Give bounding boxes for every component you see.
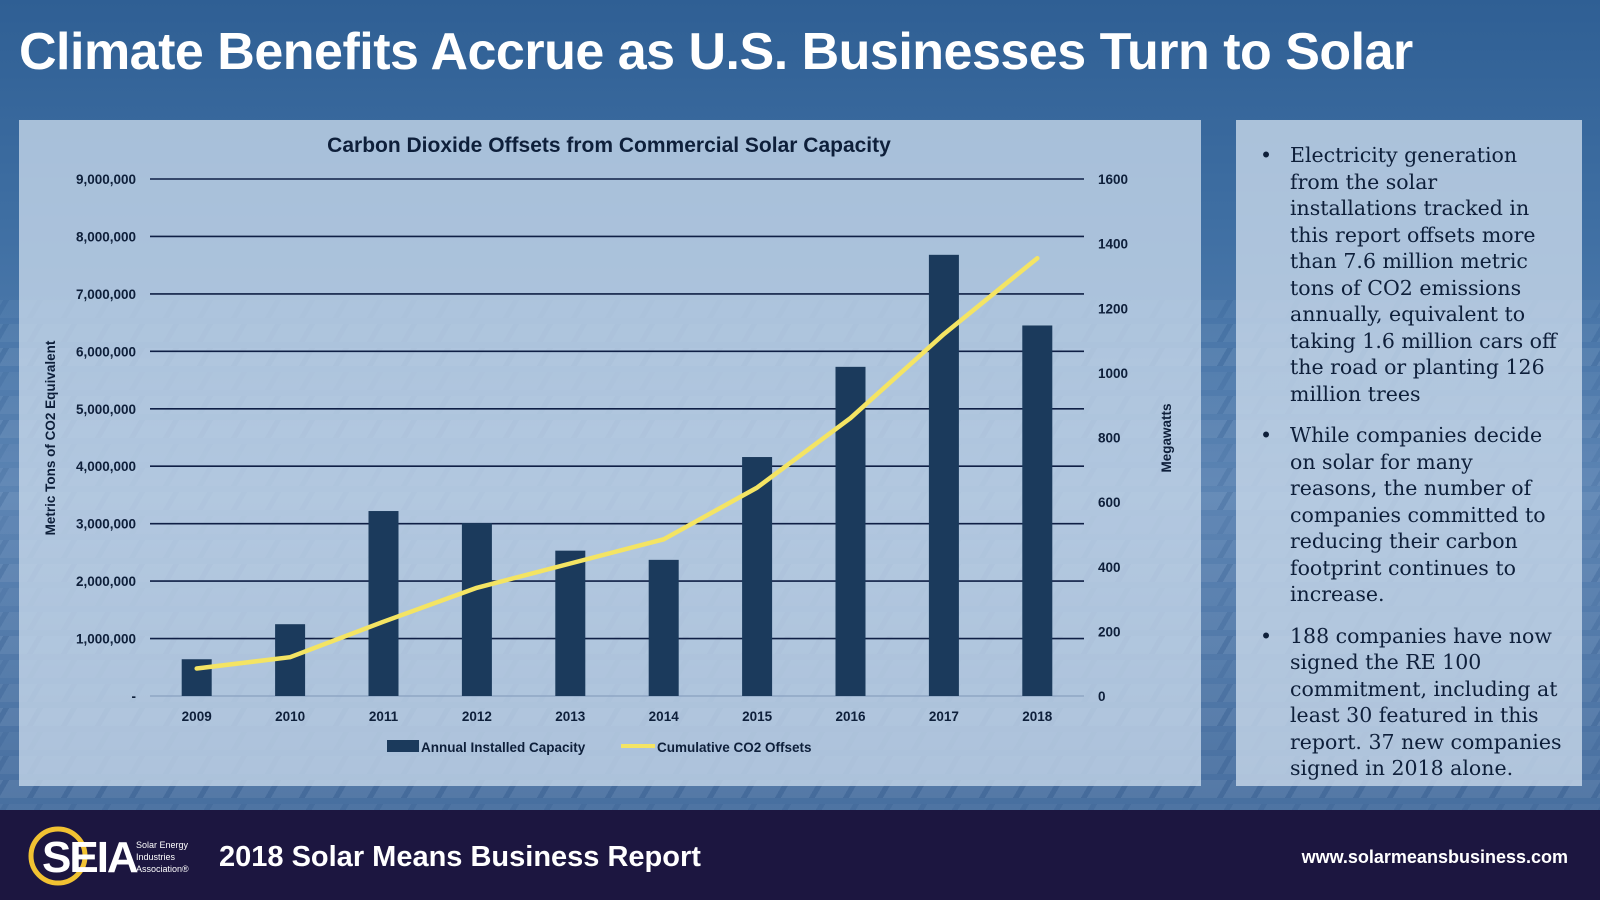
bar-2015 — [742, 457, 773, 696]
key-point-item: • 188 companies have now signed the RE 1… — [1256, 623, 1564, 782]
y-tick-label: 9,000,000 — [76, 172, 136, 187]
y2-tick-label: 1000 — [1098, 366, 1128, 381]
page-title: Climate Benefits Accrue as U.S. Business… — [19, 23, 1413, 81]
y2-tick-label: 1600 — [1098, 172, 1128, 187]
legend-bar-swatch — [387, 740, 419, 752]
bullet-marker: • — [1260, 143, 1273, 167]
bullet-marker: • — [1260, 623, 1273, 648]
key-point-item: • While companies decide on solar for ma… — [1256, 422, 1564, 608]
chart-title: Carbon Dioxide Offsets from Commercial S… — [327, 134, 891, 157]
bar-2012 — [461, 523, 492, 696]
x-tick-label: 2011 — [369, 709, 399, 724]
logo-tagline: Industries — [136, 852, 176, 862]
bar-2018 — [1022, 325, 1053, 696]
y2-axis-label: Megawatts — [1159, 403, 1174, 472]
axes: - 1,000,000 2,000,000 3,000,000 4,000,000 5,0… — [76, 172, 1128, 724]
x-tick-label: 2014 — [649, 709, 680, 724]
gridlines — [150, 178, 1084, 697]
key-points-list: • Electricity generation from the solar … — [1256, 142, 1564, 782]
logo-tagline: Association® — [136, 864, 189, 874]
bar-2009 — [181, 659, 212, 696]
y-tick-label: 3,000,000 — [76, 517, 136, 532]
key-point-item: • Electricity generation from the solar … — [1256, 142, 1564, 407]
legend-line-label: Cumulative CO2 Offsets — [657, 740, 812, 755]
bar-2016 — [835, 366, 866, 696]
legend: Annual Installed Capacity Cumulative CO2… — [387, 740, 812, 755]
key-point-text: Electricity generation from the solar in… — [1290, 143, 1557, 406]
logo-tagline: Solar Energy — [136, 840, 189, 850]
y-tick-label: 4,000,000 — [76, 459, 136, 474]
x-tick-label: 2009 — [182, 709, 212, 724]
y-tick-label: 2,000,000 — [76, 574, 136, 589]
y2-tick-label: 200 — [1098, 624, 1121, 639]
seia-logo: SEIA Solar Energy Industries Association… — [28, 826, 189, 886]
key-point-text: 188 companies have now signed the RE 100… — [1290, 623, 1562, 781]
y2-tick-label: 1400 — [1098, 237, 1128, 252]
x-tick-label: 2013 — [555, 709, 586, 724]
y-tick-label: 5,000,000 — [76, 402, 136, 417]
cumulative-co2-line — [194, 255, 1040, 671]
y2-tick-label: 400 — [1098, 560, 1121, 575]
y2-tick-label: 800 — [1098, 431, 1121, 446]
y2-tick-label: 1200 — [1098, 301, 1128, 316]
bullet-marker: • — [1260, 423, 1273, 447]
y-tick-label: 8,000,000 — [76, 229, 136, 244]
report-title: 2018 Solar Means Business Report — [219, 841, 701, 873]
website-link[interactable]: www.solarmeansbusiness.com — [1301, 847, 1568, 867]
legend-bar-label: Annual Installed Capacity — [421, 740, 586, 755]
bars — [181, 254, 1053, 696]
line-series — [194, 255, 1040, 671]
y2-tick-label: 600 — [1098, 495, 1121, 510]
x-tick-label: 2010 — [275, 709, 305, 724]
bar-2013 — [555, 550, 586, 696]
x-tick-label: 2018 — [1022, 709, 1053, 724]
y-tick-label: 6,000,000 — [76, 344, 136, 359]
sun-ring-icon — [28, 826, 88, 886]
key-points-panel: • Electricity generation from the solar … — [1236, 120, 1582, 786]
bar-2017 — [928, 254, 959, 696]
bar-2011 — [368, 511, 399, 696]
bar-2014 — [648, 559, 679, 696]
co2-offsets-chart: Carbon Dioxide Offsets from Commercial S… — [43, 134, 1174, 755]
y-tick-label: - — [132, 689, 137, 704]
x-tick-label: 2016 — [835, 709, 866, 724]
y-tick-label: 1,000,000 — [76, 632, 136, 647]
y2-tick-label: 0 — [1098, 689, 1106, 704]
x-tick-label: 2012 — [462, 709, 492, 724]
key-point-text: While companies decide on solar for many… — [1290, 423, 1546, 606]
chart-panel: Carbon Dioxide Offsets from Commercial S… — [19, 120, 1201, 786]
logo-wordmark: SEIA — [42, 833, 138, 882]
y-axis-label: Metric Tons of CO2 Equivalent — [43, 340, 58, 535]
footer-bar: SEIA Solar Energy Industries Association… — [0, 810, 1600, 900]
x-tick-label: 2015 — [742, 709, 773, 724]
x-tick-label: 2017 — [929, 709, 959, 724]
y-tick-label: 7,000,000 — [76, 287, 136, 302]
